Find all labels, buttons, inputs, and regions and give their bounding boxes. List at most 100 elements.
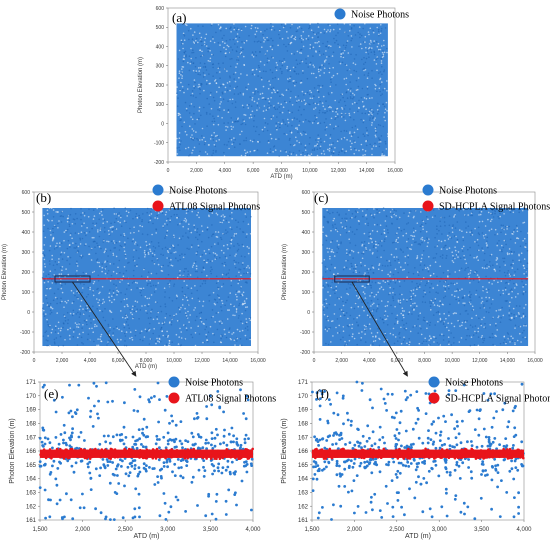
noise-photon (361, 306, 364, 308)
noise-photon (335, 111, 337, 113)
noise-photon (239, 133, 241, 136)
x-tick-label: 16,000 (527, 358, 543, 364)
noise-photon (357, 77, 360, 79)
noise-photon (400, 312, 403, 315)
noise-photon (182, 60, 185, 63)
noise-photon (205, 405, 209, 408)
noise-photon (345, 225, 348, 228)
noise-photon (323, 121, 326, 124)
noise-photon (396, 240, 399, 242)
noise-photon (287, 109, 290, 112)
noise-photon (365, 57, 368, 60)
noise-photon (49, 245, 52, 247)
noise-photon (389, 280, 392, 283)
noise-photon (396, 279, 398, 282)
noise-photon (166, 250, 169, 252)
noise-photon (187, 210, 189, 213)
noise-photon (97, 274, 100, 277)
noise-photon (120, 245, 123, 248)
noise-photon (243, 63, 245, 66)
noise-photon (237, 248, 240, 251)
noise-photon (477, 330, 480, 333)
noise-photon (504, 264, 507, 266)
noise-photon (485, 296, 487, 299)
noise-photon (443, 321, 445, 324)
noise-photon (140, 287, 143, 290)
noise-photon (317, 32, 319, 34)
y-tick-label: 600 (302, 190, 311, 196)
noise-photon (375, 63, 378, 65)
noise-photon (485, 275, 487, 278)
noise-photon (227, 432, 231, 436)
noise-photon (471, 305, 474, 308)
noise-photon (308, 26, 311, 29)
noise-photon (162, 334, 164, 337)
noise-photon (452, 257, 455, 259)
signal-photon (198, 455, 202, 458)
noise-photon (234, 106, 237, 109)
noise-photon (286, 125, 289, 127)
noise-photon (151, 260, 153, 262)
noise-photon (522, 336, 524, 339)
noise-photon (419, 225, 422, 227)
noise-photon (525, 283, 527, 286)
signal-photon (85, 450, 88, 454)
noise-photon (176, 217, 178, 219)
noise-photon (350, 148, 352, 151)
noise-photon (460, 267, 463, 270)
noise-photon (377, 102, 379, 105)
noise-photon (319, 122, 322, 124)
noise-photon (300, 81, 303, 84)
noise-photon (168, 342, 171, 345)
noise-photon (81, 237, 84, 240)
noise-photon (422, 295, 425, 298)
noise-photon (319, 54, 321, 56)
noise-photon (128, 462, 132, 465)
noise-photon (129, 209, 132, 212)
signal-photon (68, 452, 72, 456)
noise-photon (164, 303, 166, 305)
noise-photon (293, 117, 296, 119)
noise-photon (102, 218, 104, 220)
noise-photon (470, 214, 472, 217)
noise-photon (403, 316, 405, 319)
noise-photon (231, 333, 233, 335)
noise-photon (129, 308, 131, 311)
noise-photon (195, 252, 198, 254)
noise-photon (88, 327, 91, 330)
noise-photon (383, 51, 386, 54)
noise-photon (223, 122, 225, 124)
noise-photon (141, 219, 143, 221)
noise-photon (212, 315, 214, 318)
noise-photon (147, 317, 150, 319)
noise-photon (60, 215, 63, 217)
noise-photon (392, 288, 395, 290)
noise-photon (184, 312, 187, 314)
noise-photon (452, 224, 454, 226)
noise-photon (254, 27, 257, 29)
noise-photon (377, 298, 379, 301)
chart-panel-a: 0 2,000 4,000 6,000 8,000 10,000 12,000 14,000 1… (138, 6, 409, 180)
noise-photon (514, 327, 516, 329)
noise-photon (500, 231, 502, 234)
noise-photon (408, 342, 410, 345)
noise-photon (199, 150, 201, 153)
noise-photon (116, 327, 119, 330)
noise-photon (83, 232, 86, 234)
noise-photon (298, 150, 301, 152)
noise-photon (60, 287, 63, 290)
signal-photon (235, 450, 239, 454)
noise-photon (358, 99, 360, 102)
noise-photon (136, 438, 139, 442)
noise-photon (99, 466, 102, 470)
noise-photon (426, 245, 429, 248)
noise-photon (322, 64, 325, 67)
noise-photon (132, 217, 134, 220)
noise-photon (429, 321, 432, 324)
noise-photon (327, 47, 330, 49)
noise-photon (438, 229, 440, 232)
noise-photon (164, 317, 167, 319)
noise-photon (85, 243, 87, 245)
noise-photon (177, 343, 180, 345)
noise-photon (204, 140, 207, 143)
